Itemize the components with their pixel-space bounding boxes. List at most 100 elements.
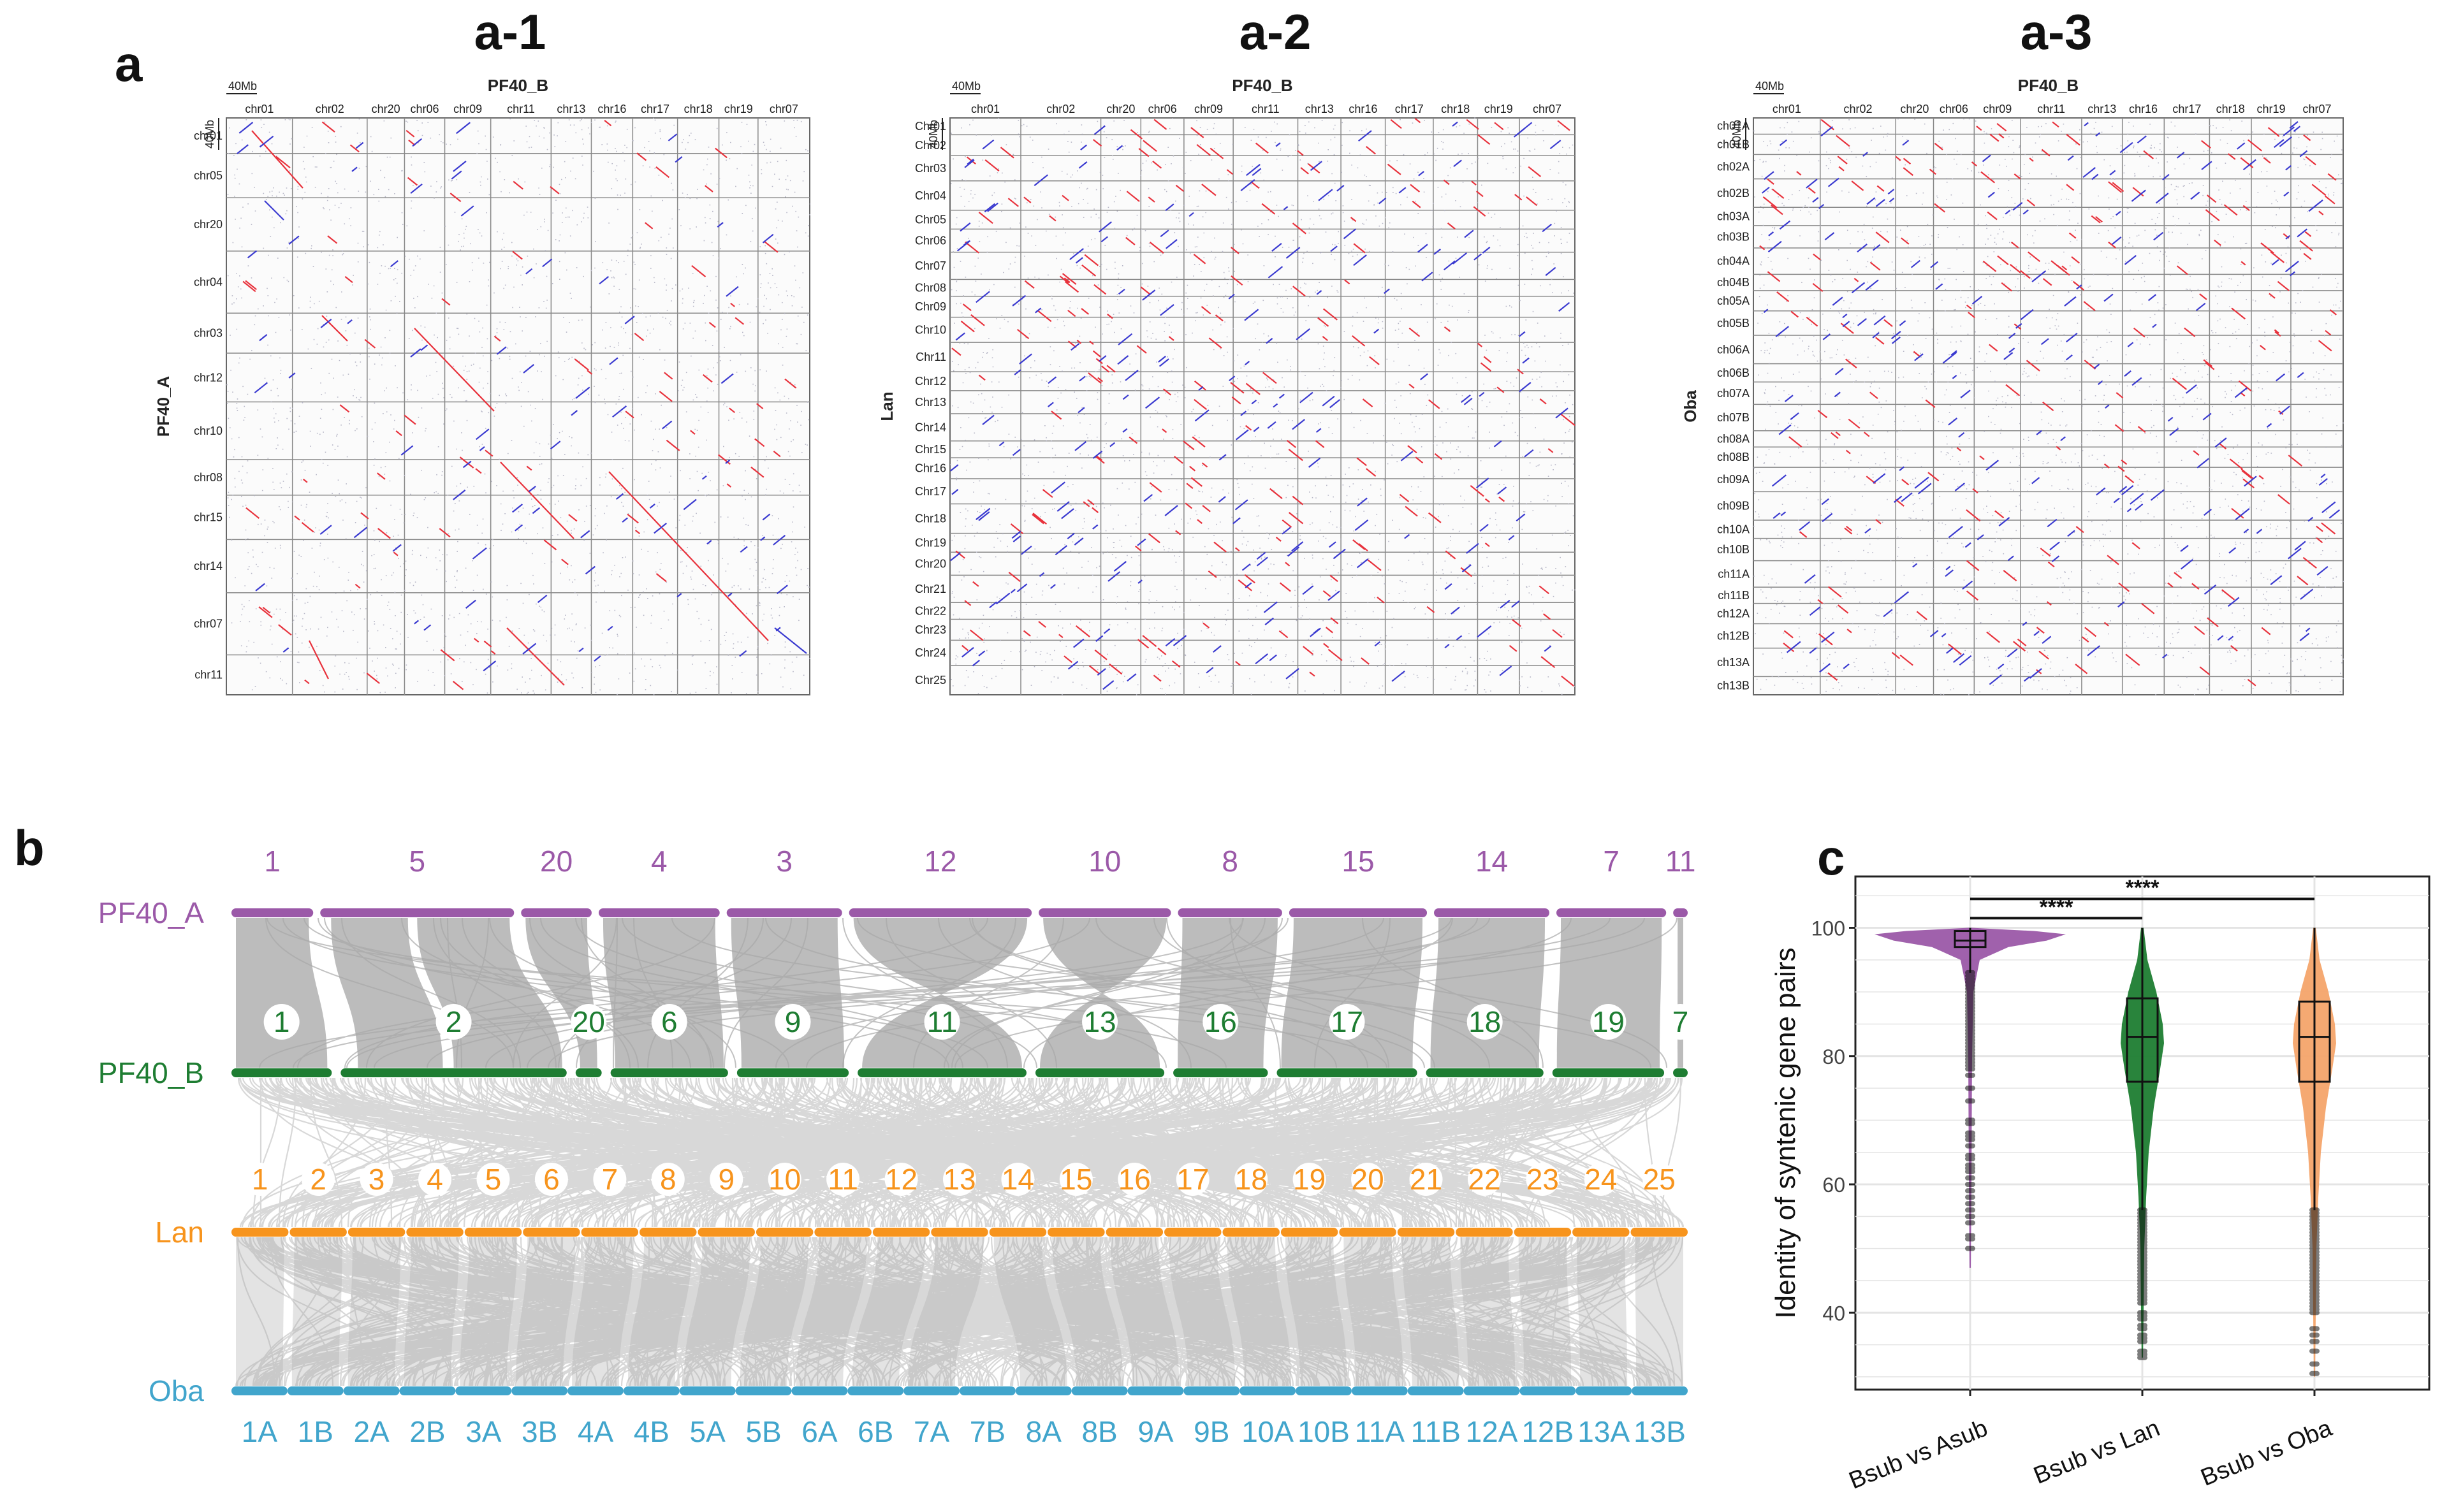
chrom-label: 20 <box>573 1005 605 1038</box>
chrom-label-bg <box>884 1163 918 1196</box>
y-chrom-label: ch06A <box>1717 343 1750 356</box>
chrom-label-bg <box>418 1163 452 1196</box>
track-pf40-a: PF40_A1 5 20 4 3 12 10 8 15 14 7 11 <box>98 845 1696 929</box>
y-chrom-label: ch09B <box>1717 500 1750 512</box>
chrom-label: 2 <box>310 1163 326 1196</box>
chrom-label: 13 <box>1083 1005 1116 1038</box>
ribbon-ab <box>331 918 443 1068</box>
y-chrom-label: chr15 <box>194 511 223 524</box>
violin-plot: 40 60 80 100 Identity of syntenic gene pairs… <box>1770 875 2431 1495</box>
chrom-label: 17 <box>1176 1163 1209 1196</box>
scale-label-x: 40Mb <box>228 80 257 92</box>
chrom-label-bg <box>924 1004 960 1040</box>
ribbon-lan-oba-major <box>1285 1237 1347 1386</box>
ribbon-lan-oba-major <box>404 1237 459 1386</box>
chrom-label: 2A <box>353 1415 390 1448</box>
dotplot-frame <box>226 117 810 695</box>
y-chrom-label: Chr04 <box>915 189 946 202</box>
panel-b-label: b <box>14 820 45 876</box>
chrom-label: 9B <box>1194 1415 1229 1448</box>
y-chrom-label: chr05 <box>194 170 223 182</box>
y-chrom-label: Chr03 <box>915 162 946 175</box>
dotplot-x-axis-title: PF40_B <box>2018 76 2079 95</box>
x-chrom-label: chr06 <box>410 103 439 115</box>
syntenic-blocks-forward <box>1759 119 2337 687</box>
box <box>2126 997 2159 1083</box>
chrom-label-bg <box>593 1163 627 1196</box>
box <box>1954 930 1987 949</box>
x-chrom-label: chr18 <box>1441 103 1470 115</box>
y-chrom-label: Chr25 <box>915 674 946 687</box>
y-axis-label: Identity of syntenic gene pairs <box>1770 947 1801 1318</box>
chrom-label-bg <box>1662 1004 1699 1040</box>
chrom-label-bg <box>943 1163 976 1196</box>
panel-c-label: c <box>1817 829 1845 885</box>
track-name: PF40_A <box>98 896 205 929</box>
y-chrom-label: chr08 <box>194 471 223 484</box>
y-chrom-label: ch11A <box>1718 567 1750 580</box>
dotplot-a-3: PF40_B 40Mb 40Mb Oba chr01 chr02 chr20 chr06 chr… <box>1681 76 2344 695</box>
chrom-label: 2B <box>409 1415 445 1448</box>
chrom-label-bg <box>651 1004 687 1040</box>
ribbon-b-lan <box>237 1077 1685 1228</box>
track-pf40-b: PF40_B 1 2 20 6 9 11 13 16 17 18 19 7 <box>98 1004 1699 1089</box>
y-chrom-label: Chr24 <box>915 646 946 659</box>
chrom-label-bg <box>651 1163 685 1196</box>
dotplot-a-2: PF40_B 40Mb 40Mb Lan chr01 chr02 chr20 chr06 chr… <box>877 76 1575 695</box>
ribbon-lan-oba-major <box>684 1237 750 1386</box>
chrom-label-bg <box>360 1163 393 1196</box>
chrom-label: 20 <box>1351 1163 1384 1196</box>
ribbon-lan-oba-major <box>1460 1237 1516 1386</box>
chrom-label-bg <box>571 1004 607 1040</box>
chrom-label: 1 <box>252 1163 268 1196</box>
chrom-label-bg <box>534 1163 568 1196</box>
chrom-label-bg <box>1466 1004 1503 1040</box>
chrom-label-bg <box>435 1004 472 1040</box>
chrom-label: 15 <box>1060 1163 1092 1196</box>
plot-a1-title: a-1 <box>474 4 546 60</box>
chrom-label-bg <box>1351 1163 1385 1196</box>
y-chrom-label: ch02A <box>1717 160 1750 173</box>
ribbon-lan-oba-major <box>460 1237 518 1386</box>
chrom-label: 5B <box>745 1415 781 1448</box>
y-chrom-label: ch10A <box>1717 523 1750 535</box>
chrom-label: 13A <box>1577 1415 1630 1448</box>
y-chrom-label: chr04 <box>194 276 223 289</box>
chrom-label: 16 <box>1204 1005 1237 1038</box>
y-chrom-label: chr12 <box>194 371 223 384</box>
y-chrom-label: chr01 <box>194 129 223 142</box>
x-chrom-label: chr19 <box>2256 103 2285 115</box>
ribbon-lan-oba-major <box>852 1237 926 1386</box>
chrom-label-bg <box>1234 1163 1268 1196</box>
y-chrom-label: ch01B <box>1717 138 1750 150</box>
chrom-label-bg <box>1584 1163 1618 1196</box>
dotplot-background-hits <box>226 117 811 695</box>
chrom-label: 4A <box>578 1415 614 1448</box>
chrom-label: 7 <box>602 1163 618 1196</box>
x-chrom-label: chr13 <box>2087 103 2116 115</box>
chrom-label: 6 <box>543 1163 560 1196</box>
x-chrom-label: chr16 <box>2129 103 2158 115</box>
ribbon-ab <box>1556 918 1662 1068</box>
x-chrom-label: chr01 <box>1773 103 1801 115</box>
y-chrom-label: ch10B <box>1717 543 1750 556</box>
y-chrom-label: Chr21 <box>915 583 946 595</box>
ribbon-ab <box>1178 918 1278 1068</box>
chrom-label: 19 <box>1293 1163 1326 1196</box>
y-chrom-label: ch13B <box>1717 680 1750 692</box>
x-chrom-label: chr11 <box>2037 103 2065 115</box>
y-chrom-label: chr10 <box>194 425 223 437</box>
ribbon-ab <box>1430 918 1546 1068</box>
chrom-label: 14 <box>1475 845 1508 878</box>
ribbon-lan-oba-major <box>572 1237 634 1386</box>
chrom-label-bg <box>1292 1163 1326 1196</box>
chrom-label: 9 <box>718 1163 735 1196</box>
x-tick-label: Bsub vs Asub <box>1845 1414 1991 1494</box>
scale-label-y: 40Mb <box>927 120 940 149</box>
y-chrom-label: ch13A <box>1717 656 1750 669</box>
y-chrom-label: Chr05 <box>915 214 946 226</box>
y-tick-label: 60 <box>1822 1174 1845 1196</box>
chrom-label-bg <box>1329 1004 1365 1040</box>
chrom-label-bg <box>243 1163 277 1196</box>
